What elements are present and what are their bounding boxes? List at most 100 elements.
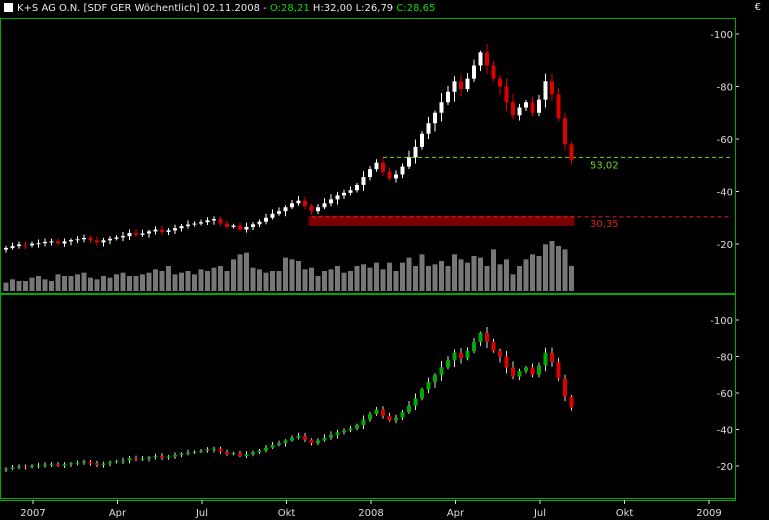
osc-candle	[88, 461, 93, 464]
volume-bar	[250, 267, 256, 291]
osc-candle	[387, 415, 392, 421]
x-tick-label: Jul	[533, 508, 546, 519]
price-candle	[426, 123, 431, 134]
osc-candle	[75, 462, 80, 464]
currency-label: €	[754, 2, 761, 13]
price-candle	[394, 174, 398, 179]
price-candle	[36, 243, 41, 245]
osc-candle	[153, 455, 158, 458]
osc-candle	[459, 352, 463, 359]
volume-bar	[146, 272, 152, 291]
price-candle	[153, 229, 158, 232]
osc-candle	[101, 463, 106, 465]
price-candle	[420, 133, 424, 147]
price-candle	[140, 233, 145, 235]
price-candle	[238, 225, 242, 230]
price-candle	[192, 223, 197, 225]
osc-candle	[511, 367, 515, 377]
price-candle	[459, 81, 463, 90]
osc-candle	[465, 351, 470, 359]
osc-candle	[277, 443, 281, 446]
price-candle	[264, 217, 268, 222]
price-candle	[387, 171, 392, 179]
osc-candle	[147, 457, 151, 459]
volume-bar	[556, 246, 561, 291]
volume-bar	[471, 256, 477, 291]
volume-bar	[29, 277, 35, 291]
price-panel-border	[0, 18, 736, 294]
price-candle	[530, 102, 535, 113]
price-candle	[303, 200, 307, 206]
osc-candle	[316, 440, 320, 444]
osc-candle	[426, 382, 431, 390]
price-candle	[342, 192, 346, 196]
osc-candle	[56, 464, 60, 466]
price-candle	[121, 236, 125, 238]
volume-bar	[88, 277, 93, 291]
osc-candle	[543, 352, 548, 366]
osc-candle	[121, 460, 125, 462]
price-candle	[296, 200, 301, 204]
volume-bar	[192, 274, 197, 291]
osc-candle	[400, 412, 405, 418]
volume-bar	[283, 257, 288, 291]
volume-bar	[400, 262, 405, 291]
price-candle	[23, 244, 28, 246]
osc-candle	[36, 465, 41, 467]
volume-bar	[387, 262, 392, 291]
price-ytick-label: -40	[717, 188, 733, 199]
osc-candle	[556, 361, 561, 379]
price-candle	[134, 232, 138, 235]
price-candle	[368, 169, 372, 178]
osc-candle	[134, 458, 138, 460]
volume-bar	[270, 271, 275, 291]
volume-bar	[465, 262, 470, 291]
volume-bar	[224, 271, 230, 291]
volume-bar	[341, 272, 347, 291]
osc-candle	[452, 352, 457, 361]
osc-candle	[394, 417, 398, 421]
price-candle	[244, 226, 249, 230]
price-candle	[543, 81, 548, 100]
price-candle	[62, 241, 67, 244]
price-candle	[309, 205, 314, 212]
price-candle	[173, 228, 177, 231]
osc-candle	[303, 435, 307, 440]
osc-candle	[407, 405, 411, 413]
x-tick-label: Apr	[447, 508, 465, 519]
price-candle	[504, 86, 509, 103]
price-candle	[43, 241, 47, 244]
price-panel: -20 -40 -60 -80 -100 53,02 30,35	[0, 18, 739, 294]
price-candle	[439, 102, 444, 113]
volume-bar	[42, 279, 48, 291]
price-candle	[563, 118, 567, 145]
volume-bar	[231, 259, 236, 291]
volume-bar	[75, 274, 80, 291]
volume-bar	[380, 269, 386, 291]
volume-bar	[211, 267, 217, 291]
price-candle	[569, 144, 574, 160]
price-candle	[335, 195, 340, 200]
volume-bar	[367, 267, 373, 291]
price-candle	[433, 112, 437, 124]
price-candle	[160, 229, 164, 232]
osc-candle	[127, 458, 132, 461]
volume-bar	[81, 272, 87, 291]
volume-bar	[263, 272, 269, 291]
volume-bar	[510, 274, 516, 291]
price-candle	[49, 241, 54, 243]
osc-candle	[238, 453, 242, 456]
volume-bar	[276, 271, 282, 291]
osc-candle	[296, 435, 301, 438]
volume-bar	[159, 271, 165, 291]
volume-bar	[309, 267, 314, 291]
volume-bar	[23, 281, 28, 291]
price-candle	[556, 94, 561, 118]
osc-candle	[218, 448, 223, 452]
price-candle	[374, 162, 379, 170]
price-candle	[82, 237, 86, 240]
volume-bar	[101, 276, 106, 291]
osc-candle	[17, 466, 21, 468]
